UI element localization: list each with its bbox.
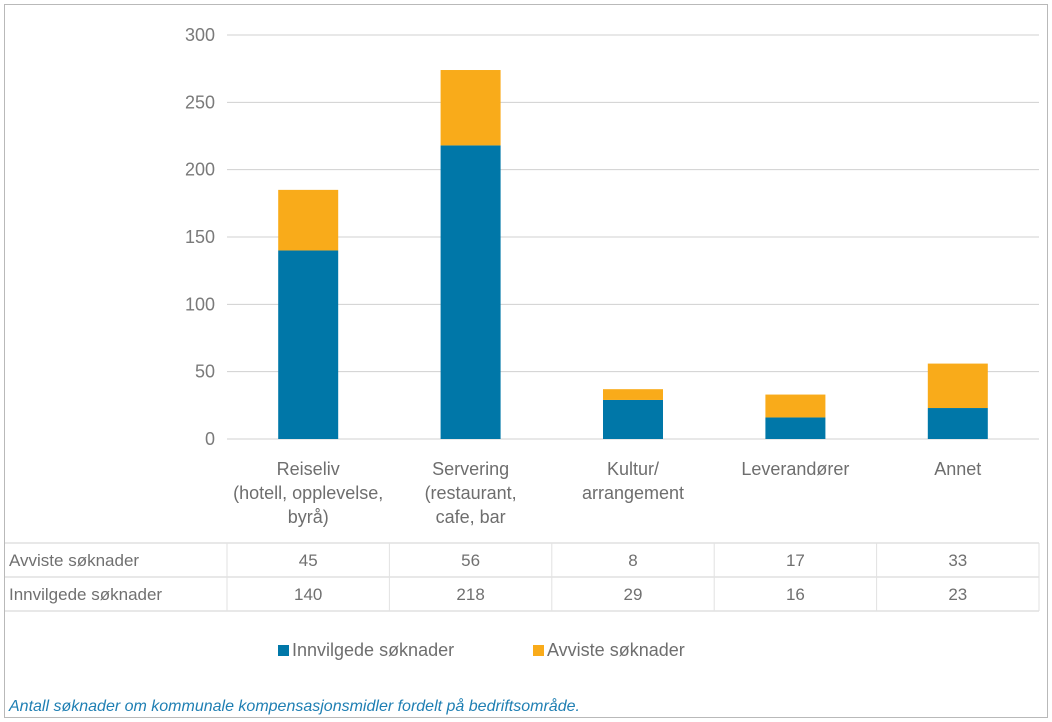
x-category-label: arrangement <box>582 483 684 503</box>
x-category-label: cafe, bar <box>436 507 506 527</box>
x-category-label: Reiseliv <box>277 459 340 479</box>
table-cell-value: 56 <box>461 551 480 570</box>
x-category-label: (restaurant, <box>425 483 517 503</box>
table-row-label: Innvilgede søknader <box>9 585 162 604</box>
legend-swatch <box>278 645 289 656</box>
bar-segment <box>927 408 988 439</box>
table-cell-value: 16 <box>786 585 805 604</box>
table-row-label: Avviste søknader <box>9 551 139 570</box>
table-cell-value: 8 <box>628 551 637 570</box>
table-cell-value: 29 <box>624 585 643 604</box>
y-tick-label-200: 200 <box>185 160 215 180</box>
chart-caption: Antall søknader om kommunale kompensasjo… <box>9 698 580 715</box>
table-cell-value: 140 <box>294 585 322 604</box>
bar-segment <box>603 389 663 400</box>
x-category-label: (hotell, opplevelse, <box>233 483 383 503</box>
y-tick-label-250: 250 <box>185 92 215 112</box>
x-category-label: Annet <box>934 459 981 479</box>
x-category-label: Kultur/ <box>607 459 659 479</box>
y-tick-label-150: 150 <box>185 227 215 247</box>
x-category-label: byrå) <box>288 507 329 527</box>
legend-label: Innvilgede søknader <box>292 640 454 660</box>
table-cell-value: 17 <box>786 551 805 570</box>
y-tick-label-300: 300 <box>185 25 215 45</box>
bar-segment <box>440 70 501 146</box>
stacked-bar-chart: 0 50 100 150 200 250 300 Reiseliv (hotell, opple… <box>5 25 1040 660</box>
legend-swatch <box>533 645 544 656</box>
y-tick-label-50: 50 <box>195 362 215 382</box>
bar-segment <box>765 417 826 439</box>
bar-segment <box>278 250 339 439</box>
table-cell-value: 23 <box>948 585 967 604</box>
bar-segment <box>765 394 826 418</box>
table-cell-value: 218 <box>456 585 484 604</box>
chart-frame: 0 50 100 150 200 250 300 Reiseliv (hotell, opple… <box>4 4 1048 718</box>
y-tick-label-0: 0 <box>205 429 215 449</box>
bar-segment <box>440 145 501 439</box>
x-category-label: Leverandører <box>741 459 849 479</box>
table-cell-value: 45 <box>299 551 318 570</box>
x-category-label: Servering <box>432 459 509 479</box>
table-cell-value: 33 <box>948 551 967 570</box>
bar-segment <box>603 399 663 439</box>
y-tick-label-100: 100 <box>185 294 215 314</box>
bar-segment <box>927 363 988 409</box>
legend-label: Avviste søknader <box>547 640 685 660</box>
bar-segment <box>278 189 339 251</box>
